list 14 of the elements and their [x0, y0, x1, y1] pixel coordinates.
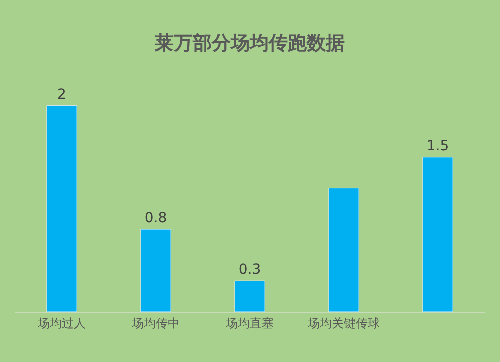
x-tick-label: 场均传中: [131, 316, 180, 330]
bar: [140, 229, 172, 312]
data-label: 0.8: [144, 210, 168, 227]
bar: [328, 188, 360, 312]
data-label: 1.5: [426, 138, 450, 154]
bar: [234, 280, 266, 312]
data-label: 2: [58, 86, 66, 103]
data-label: 0.3: [238, 262, 262, 278]
x-tick-label: 场均直塞: [225, 316, 274, 330]
x-tick-label: 场均过人: [37, 316, 86, 330]
chart-title: 莱万部分场均传跑数据: [154, 32, 345, 54]
bar: [422, 157, 454, 312]
x-tick-label: 场均关键传球: [307, 316, 380, 330]
bar: [46, 106, 78, 312]
